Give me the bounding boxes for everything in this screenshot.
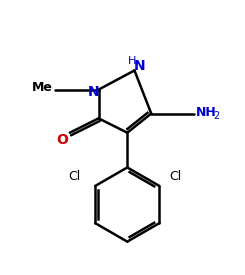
- Text: N: N: [88, 85, 99, 99]
- Text: Cl: Cl: [169, 170, 181, 183]
- Text: Me: Me: [32, 81, 53, 94]
- Text: 2: 2: [213, 111, 219, 121]
- Text: H: H: [128, 56, 136, 66]
- Text: Cl: Cl: [69, 170, 81, 183]
- Text: N: N: [134, 59, 145, 73]
- Text: O: O: [57, 133, 69, 147]
- Text: NH: NH: [196, 106, 216, 119]
